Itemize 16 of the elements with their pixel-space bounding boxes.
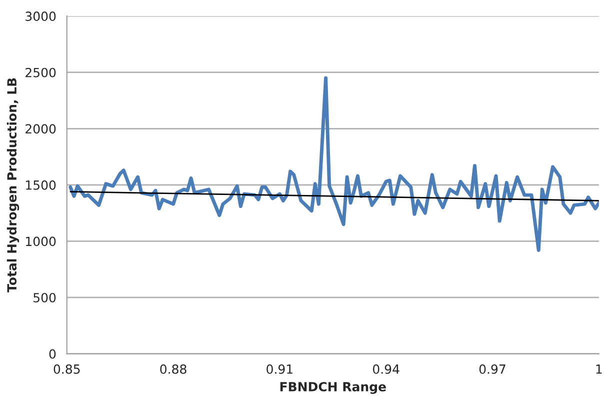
y-tick-label: 0 [49, 349, 56, 359]
x-tick-label: 1 [596, 364, 602, 374]
line-series [68, 76, 599, 252]
y-tick-label: 1000 [26, 236, 56, 246]
x-tick-label: 0.94 [372, 364, 400, 374]
y-tick-label: 2000 [26, 124, 56, 134]
x-tick-label: 0.97 [479, 364, 506, 374]
x-tick-label: 0.88 [160, 364, 186, 374]
y-tick-label: 500 [34, 292, 56, 302]
x-axis-title: FBNDCH Range [280, 382, 386, 394]
y-tick-label: 3000 [26, 12, 56, 22]
x-tick-label: 0.85 [54, 364, 80, 374]
y-tick-label: 2500 [26, 68, 56, 78]
y-axis-title: Total Hydrogen Production, LB [6, 78, 20, 292]
y-tick-label: 1500 [26, 180, 56, 190]
x-tick-label: 0.91 [266, 364, 292, 374]
